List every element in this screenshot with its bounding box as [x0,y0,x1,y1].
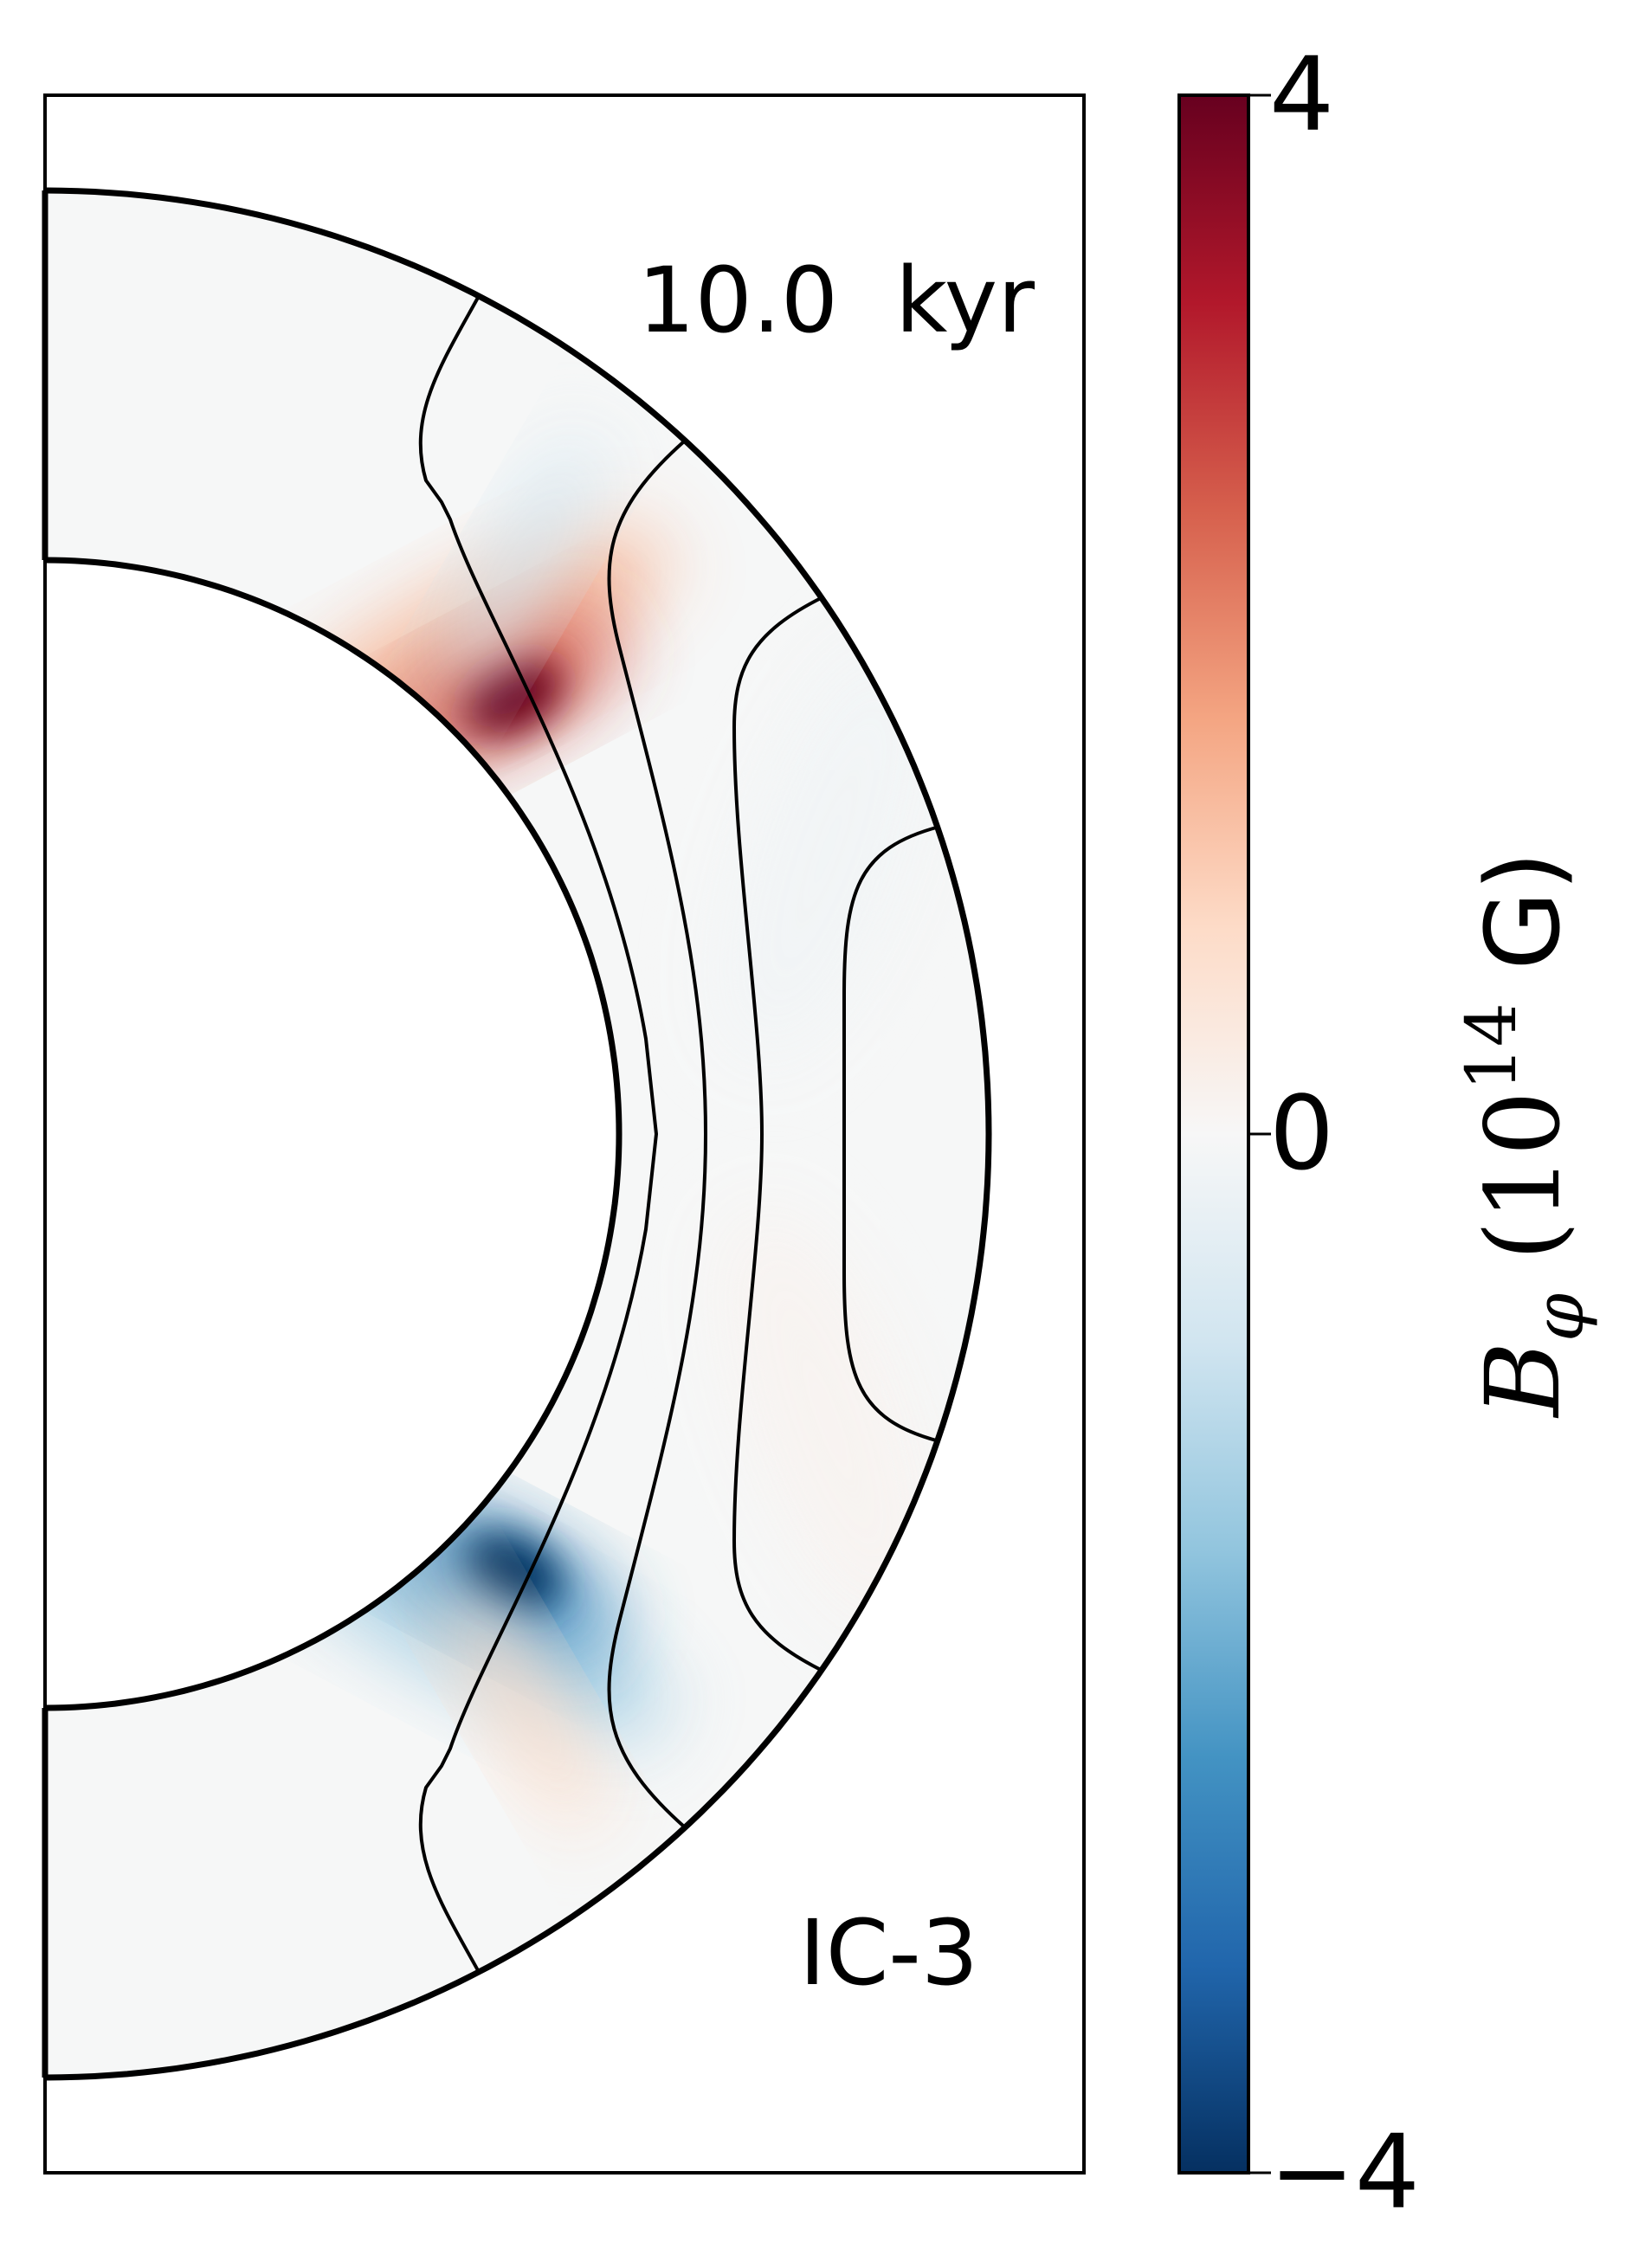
colorbar-label-base: 10 [1463,1091,1583,1221]
field-lines [418,295,940,1973]
colorbar-label-paren: ( [1463,1221,1583,1260]
colorbar-label-subscript: φ [1519,1293,1599,1342]
shell-background [45,190,989,2078]
colorbar-label-space2 [1463,970,1583,1003]
colorbar-label-symbol: B [1463,1342,1583,1419]
svg-text:Bφ (1014 G): Bφ (1014 G) [1451,851,1599,1418]
colorbar [1177,93,1250,2175]
time-annotation: 10.0 kyr [637,248,1035,353]
inner-boundary [44,557,623,1711]
colorbar-label-exponent: 14 [1451,1002,1532,1091]
colorbar-label: Bφ (1014 G) [1451,851,1599,1418]
north-faint-tint [721,635,934,1063]
outer-boundary [44,187,992,2081]
colorbar-label-space [1463,1260,1583,1293]
north-negative-lobe [441,438,601,696]
colorbar-tick-label: 0 [1269,1073,1334,1193]
field-line [418,295,659,1973]
south-positive-lobe [441,1572,601,1830]
south-faint-tint [721,1205,934,1633]
field-line [607,440,708,1828]
colorbar-label-unit: G) [1463,851,1583,970]
field-line [842,825,940,1443]
colorbar-tick-label: −4 [1269,2112,1420,2232]
field-line [732,596,823,1672]
colorbar-tick-label: 4 [1269,35,1334,154]
colorbar-ticks: 4 0 −4 [1248,35,1420,2232]
model-label: IC-3 [799,1900,978,2006]
